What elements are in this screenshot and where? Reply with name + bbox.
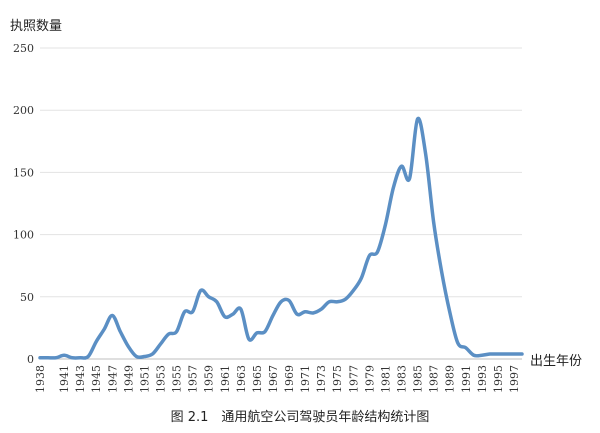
x-tick-label: 1947: [106, 365, 119, 393]
x-tick-label: 1991: [460, 365, 473, 393]
x-tick-label: 1957: [187, 365, 200, 393]
x-tick-label: 1973: [315, 365, 328, 393]
x-tick-label: 1985: [412, 365, 425, 393]
x-tick-label: 1955: [171, 365, 184, 393]
y-tick-label: 100: [13, 229, 34, 242]
x-tick-label: 1938: [34, 365, 47, 393]
y-tick-label: 250: [13, 42, 34, 55]
x-tick-label: 1989: [444, 365, 457, 393]
figure-caption: 图 2.1 通用航空公司驾驶员年龄结构统计图: [170, 410, 430, 425]
x-tick-label: 1979: [363, 365, 376, 393]
y-axis-title: 执照数量: [10, 19, 62, 34]
x-tick-label: 1949: [122, 365, 135, 393]
y-tick-label: 200: [13, 104, 34, 117]
x-tick-label: 1951: [138, 365, 151, 393]
x-tick-label: 1965: [251, 365, 264, 393]
x-tick-label: 1961: [219, 365, 232, 393]
y-tick-labels: 0 50 100 150 200 250: [13, 42, 34, 366]
x-tick-label: 1941: [58, 365, 71, 393]
x-tick-label: 1953: [155, 365, 168, 393]
x-tick-label: 1997: [508, 365, 521, 393]
x-tick-label: 1943: [74, 365, 87, 393]
x-tick-label: 1975: [331, 365, 344, 393]
x-tick-label: 1977: [347, 365, 360, 393]
x-tick-label: 1993: [476, 365, 489, 393]
x-tick-label: 1969: [283, 365, 296, 393]
x-tick-label: 1981: [379, 365, 392, 393]
x-tick-label: 1983: [396, 365, 409, 393]
x-tick-label: 1967: [267, 365, 280, 393]
gridlines: [40, 47, 522, 298]
line-chart: 0 50 100 150 200 250 1938 1941 1943 1945 1947 1949…: [10, 19, 582, 393]
series-line: [38, 116, 524, 360]
x-tick-label: 1995: [492, 365, 505, 393]
x-axis-title: 出生年份: [530, 354, 582, 369]
x-tick-label: 1971: [299, 365, 312, 393]
y-tick-label: 150: [13, 166, 34, 179]
y-tick-label: 0: [27, 353, 34, 366]
x-tick-label: 1945: [90, 365, 103, 393]
x-tick-label: 1987: [428, 365, 441, 393]
x-tick-label: 1959: [203, 365, 216, 393]
x-tick-labels: 1938 1941 1943 1945 1947 1949 1951 1953 1955 1957…: [34, 365, 521, 393]
y-tick-label: 50: [20, 291, 34, 304]
x-tick-label: 1963: [235, 365, 248, 393]
